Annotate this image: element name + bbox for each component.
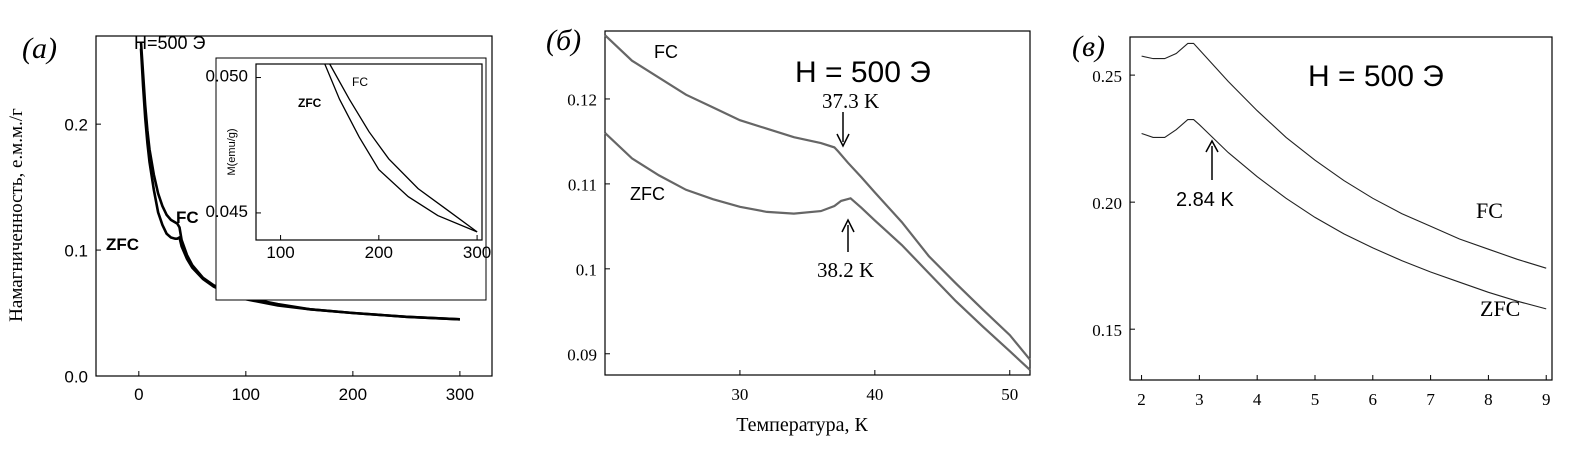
- panel-a-inset-series-zfc-line: [324, 63, 478, 233]
- panel-c-ytick-label-1: 0.20: [1092, 194, 1122, 213]
- panel-c-ytick-label-2: 0.25: [1092, 67, 1122, 86]
- panel-c-frame: [1129, 36, 1553, 381]
- panel-c-peak-zfc-label: 2.84 K: [1176, 189, 1234, 211]
- panel-c-xtick-label-6: 8: [1484, 390, 1493, 409]
- panel-a-series-fc-label: FC: [176, 208, 199, 227]
- panel-a-inset-axes: 100 200 300 0.045 0.050: [205, 67, 491, 262]
- panel-b-xtick-label-1: 40: [866, 385, 883, 404]
- panel-c-label: (в): [1072, 30, 1105, 63]
- panel-a-field-annotation: H=500 Э: [134, 33, 206, 53]
- panel-a-xtick-label-1: 100: [232, 385, 260, 404]
- panel-a-ytick-label-2: 0.2: [64, 115, 88, 134]
- panel-b-field-annotation: H = 500 Э: [795, 56, 931, 89]
- xlabel: Температура, К: [736, 414, 868, 436]
- panel-b-xtick-label-0: 30: [731, 385, 748, 404]
- panel-b-ytick-label-1: 0.1: [576, 260, 597, 279]
- panel-a-inset-plot-area: [255, 63, 483, 241]
- panel-b-peak-zfc: 38.2 K: [817, 218, 874, 282]
- panel-c-ytick-label-0: 0.15: [1092, 321, 1122, 340]
- panel-b-label: (б): [546, 24, 581, 57]
- panel-a-inset-xtick-label-1: 200: [365, 243, 393, 262]
- panel-c-xtick-label-3: 5: [1311, 390, 1320, 409]
- panel-a-inset-series-fc-label: FC: [352, 75, 368, 89]
- panel-b-peak-fc: 37.3 K: [822, 89, 879, 148]
- panel-b-frame: [604, 30, 1031, 376]
- ylabel: Намагниченность, е.м.м./г: [6, 108, 27, 322]
- panel-c-xtick-label-2: 4: [1253, 390, 1262, 409]
- panel-a-inset-series-fc-line: [329, 63, 478, 233]
- panel-a-inset-frame: [215, 57, 487, 301]
- panel-a-xtick-label-2: 200: [339, 385, 367, 404]
- panel-c-peak-zfc-arrowhead: [1205, 139, 1219, 153]
- panel-b-xtick-label-2: 50: [1001, 385, 1018, 404]
- panel-b-series-fc-line: [604, 34, 1031, 361]
- panel-a-inset-xtick-label-2: 300: [463, 243, 491, 262]
- panel-c-xtick-label-0: 2: [1137, 390, 1146, 409]
- panel-a-axes: 0 100 200 300 0.0 0.1 0.2: [64, 115, 474, 404]
- panel-c-series-fc-line: [1141, 42, 1547, 269]
- panel-c-xtick-label-4: 6: [1369, 390, 1378, 409]
- panel-c-field-annotation: H = 500 Э: [1308, 60, 1444, 93]
- panel-b-series-fc-label: FC: [654, 42, 678, 62]
- panel-a-inset-ytick-label-1: 0.050: [205, 67, 248, 86]
- panel-a-series-fc-line: [139, 42, 460, 321]
- panel-a-ytick-label-1: 0.1: [64, 241, 88, 260]
- panel-c: (в) 2 3 4 5 6 7 8 9 0.15 0.20 0.25 H = 500 Э FC ZF…: [1072, 30, 1553, 409]
- panel-b-ytick-label-2: 0.11: [568, 176, 597, 195]
- panel-b-peak-fc-arrowhead: [836, 133, 850, 148]
- panel-b: (б) 30 40 50 0.09 0.1 0.11 0.12 H = 500 Э FC Z…: [546, 24, 1031, 404]
- panel-c-series-fc-label: FC: [1476, 198, 1503, 223]
- panel-a-frame: [95, 35, 493, 377]
- panel-a-inset-ylabel: M(emu/g): [226, 128, 238, 175]
- panel-a-series-zfc-label: ZFC: [106, 235, 139, 254]
- panel-b-series-zfc-label: ZFC: [630, 184, 665, 204]
- panel-a-ytick-label-0: 0.0: [64, 367, 88, 386]
- panel-a-label: (a): [22, 32, 57, 65]
- panel-a-xtick-label-3: 300: [446, 385, 474, 404]
- panel-b-ytick-label-0: 0.09: [567, 345, 597, 364]
- panel-c-xtick-label-5: 7: [1426, 390, 1435, 409]
- panel-b-axes: 30 40 50 0.09 0.1 0.11 0.12: [567, 91, 1018, 404]
- panel-a-xtick-label-0: 0: [134, 385, 143, 404]
- panel-a-inset-ytick-label-0: 0.045: [205, 202, 248, 221]
- panel-b-peak-zfc-label: 38.2 K: [817, 258, 874, 282]
- panel-a: (a) 0 100 200 300 0.0 0.1 0.2 H=500 Э ZFC FC 1…: [22, 32, 493, 404]
- panel-c-xtick-label-7: 9: [1542, 390, 1551, 409]
- panel-b-peak-fc-label: 37.3 K: [822, 89, 879, 113]
- panel-b-ytick-label-3: 0.12: [567, 91, 597, 110]
- panel-b-series-zfc-line: [604, 132, 1031, 371]
- panel-c-axes: 2 3 4 5 6 7 8 9 0.15 0.20 0.25: [1092, 67, 1550, 409]
- panel-c-xtick-label-1: 3: [1195, 390, 1204, 409]
- panel-c-series-zfc-label: ZFC: [1480, 296, 1520, 321]
- panel-a-inset: 100 200 300 0.045 0.050 M(emu/g) ZFC FC: [205, 57, 491, 301]
- panel-a-inset-series-zfc-label: ZFC: [298, 96, 322, 110]
- panel-b-peak-zfc-arrowhead: [841, 218, 855, 233]
- panel-a-inset-xtick-label-0: 100: [266, 243, 294, 262]
- panel-c-series-zfc-line: [1141, 119, 1547, 310]
- panel-c-peak-zfc: 2.84 K: [1176, 139, 1234, 211]
